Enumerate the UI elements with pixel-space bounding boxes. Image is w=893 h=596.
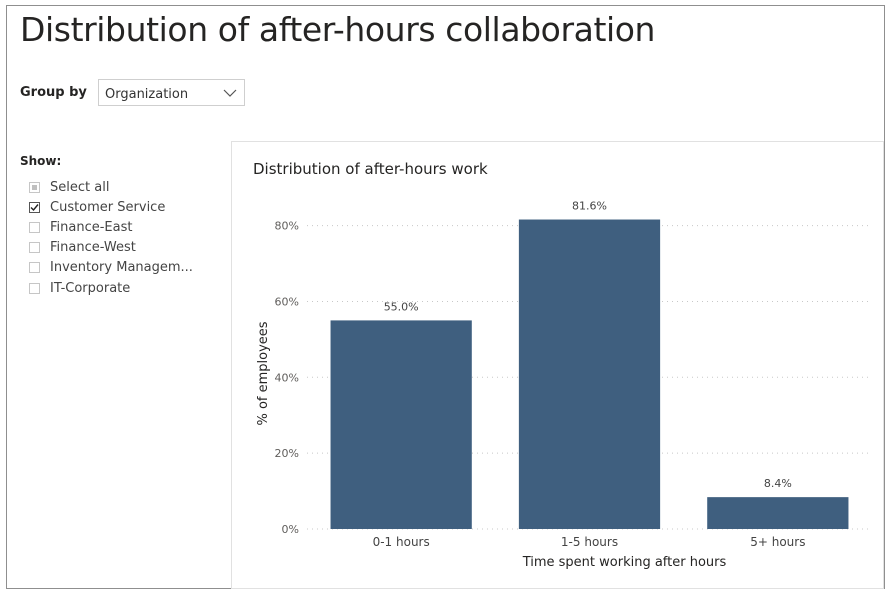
- group-by-selected-value: Organization: [105, 87, 189, 102]
- x-axis-title: Time spent working after hours: [522, 555, 727, 570]
- y-tick-label: 80%: [275, 220, 299, 233]
- data-label: 8.4%: [764, 477, 792, 490]
- filter-item[interactable]: IT-Corporate: [29, 278, 193, 298]
- checkbox[interactable]: [29, 201, 40, 213]
- chart-title: Distribution of after-hours work: [253, 160, 488, 178]
- chevron-down-icon: [223, 89, 237, 97]
- bar: [330, 320, 472, 529]
- data-label: 81.6%: [572, 200, 607, 213]
- checkmark-icon: [30, 203, 39, 211]
- page-title: Distribution of after-hours collaboratio…: [20, 10, 656, 49]
- group-by-label: Group by: [20, 85, 87, 100]
- filter-item[interactable]: Inventory Managem...: [29, 258, 193, 278]
- x-tick-label: 5+ hours: [750, 535, 805, 549]
- filter-item-label: Select all: [50, 179, 110, 195]
- filter-item-label: Finance-West: [50, 240, 136, 256]
- filter-item-label: Inventory Managem...: [50, 260, 193, 276]
- filter-item[interactable]: Customer Service: [29, 197, 193, 217]
- y-tick-label: 20%: [275, 447, 299, 460]
- y-tick-label: 40%: [275, 371, 299, 384]
- y-tick-label: 60%: [275, 295, 299, 308]
- group-by-dropdown[interactable]: Organization: [98, 79, 245, 106]
- checkbox[interactable]: [29, 282, 40, 294]
- bar: [518, 219, 661, 529]
- checkbox[interactable]: [29, 181, 40, 193]
- filter-item[interactable]: Select all: [29, 177, 193, 197]
- bar: [707, 497, 849, 529]
- report-canvas: Distribution of after-hours collaboratio…: [6, 5, 885, 589]
- filter-item-label: IT-Corporate: [50, 280, 131, 296]
- filter-item-label: Finance-East: [50, 219, 133, 235]
- x-tick-label: 0-1 hours: [373, 535, 430, 549]
- x-tick-label: 1-5 hours: [561, 535, 618, 549]
- data-label: 55.0%: [384, 300, 419, 313]
- y-axis-title: % of employees: [256, 321, 271, 425]
- checkbox[interactable]: [29, 242, 40, 254]
- show-filter-label: Show:: [20, 154, 62, 168]
- bar-chart: Distribution of after-hours work 0% 20% 40%…: [253, 160, 872, 570]
- filter-item[interactable]: Finance-East: [29, 217, 193, 237]
- filter-item[interactable]: Finance-West: [29, 238, 193, 258]
- checkbox[interactable]: [29, 221, 40, 233]
- organization-filter-list: Select all Customer Service Finance-East Fi…: [29, 177, 193, 298]
- filter-item-label: Customer Service: [50, 199, 166, 215]
- checkbox[interactable]: [29, 262, 40, 274]
- y-tick-label: 0%: [282, 523, 299, 536]
- chart-panel: Distribution of after-hours work 0% 20% 40%…: [231, 141, 884, 589]
